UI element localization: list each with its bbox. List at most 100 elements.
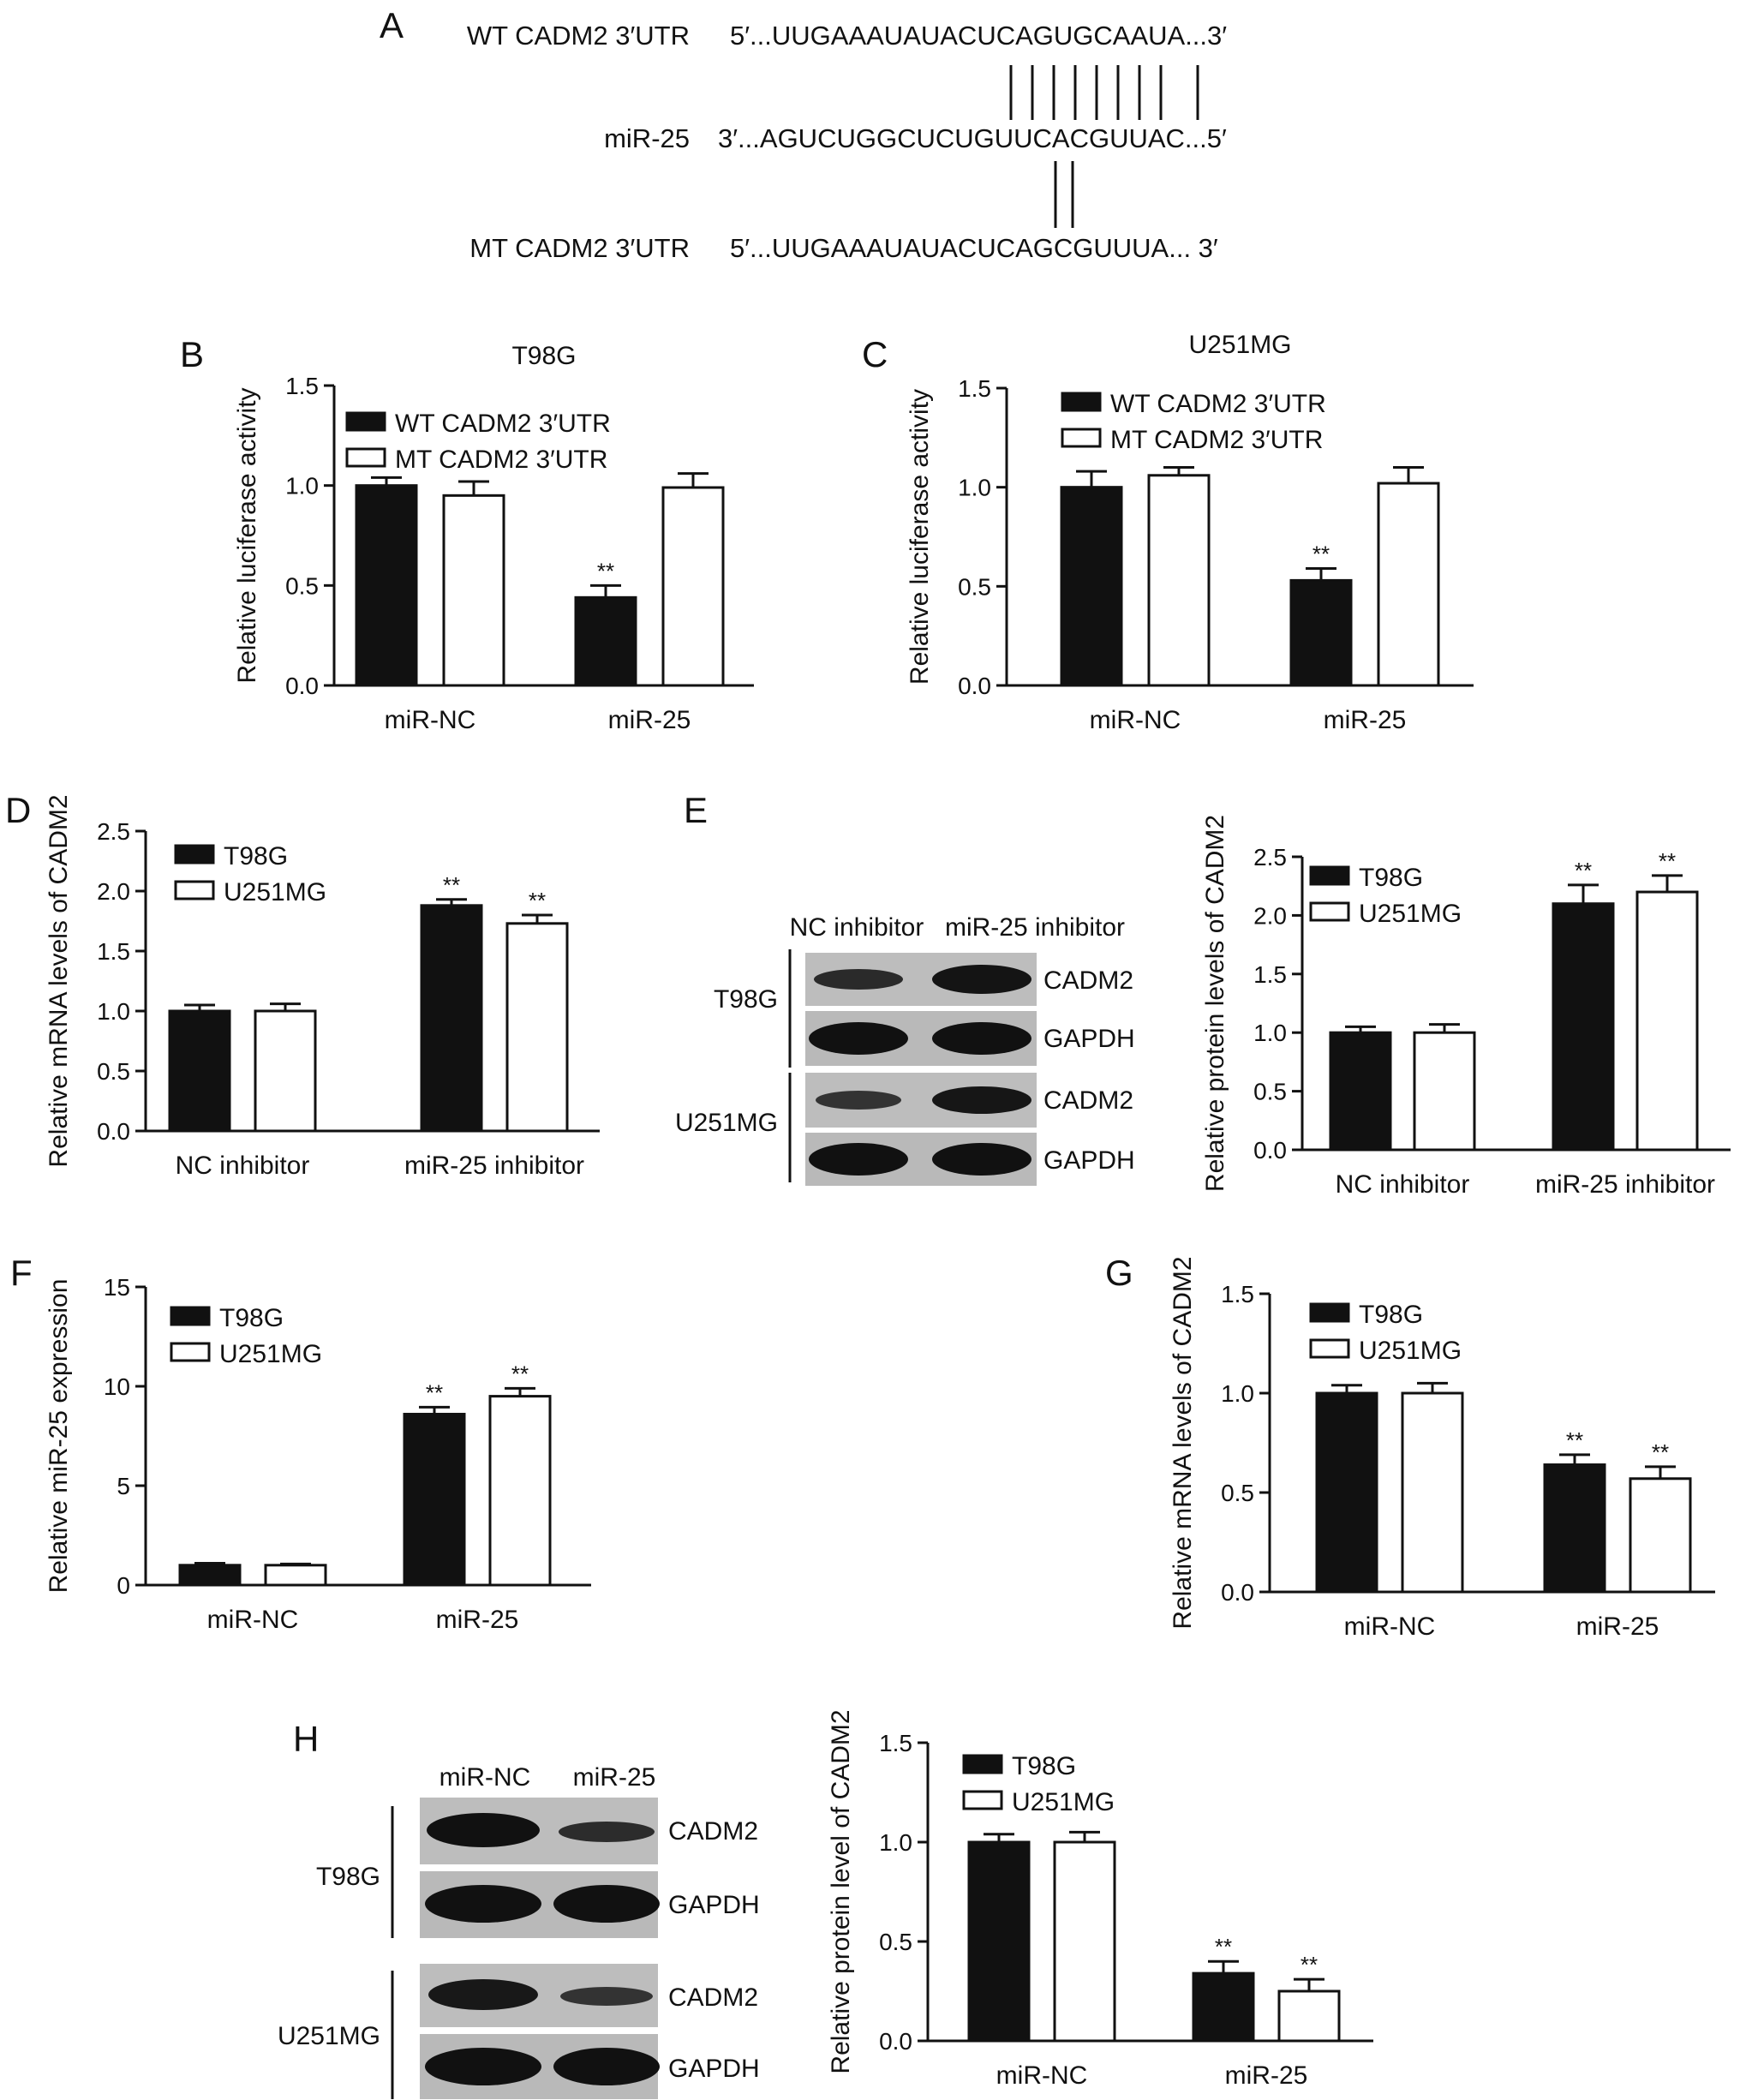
blot-h-band-t98g-cadm2-nc [427, 1813, 540, 1847]
blot-e-band-t98g-gapdh-nc [809, 1022, 908, 1055]
chart-e-bar [1635, 890, 1699, 1152]
blot-e-band-label-cadm2-2: CADM2 [1043, 1086, 1133, 1115]
chart-b-legend-label: WT CADM2 3′UTR [395, 410, 611, 438]
chart-c-legend-label: WT CADM2 3′UTR [1110, 390, 1326, 418]
chart-e-y-tick-label: 2.5 [1253, 844, 1287, 871]
mir25-sequence: 3′...AGUCUGGCUCUGUUCACGUUAC...5′ [718, 123, 1227, 153]
chart-h: 0.0 0.5 1.0 1.5 Relative protein level of CA… [827, 1709, 1373, 2090]
chart-h-legend-swatch [962, 1754, 1003, 1774]
chart-b-legend-label: MT CADM2 3′UTR [395, 446, 607, 474]
chart-e-y-tick-label: 0.0 [1253, 1137, 1287, 1164]
chart-d-y-tick-label: 2.5 [97, 818, 130, 845]
chart-f-bar [264, 1564, 327, 1587]
chart-c-bar [1289, 578, 1353, 687]
blot-h-group-t98g: T98G [316, 1863, 380, 1891]
blot-h-band-label-gapdh-1: GAPDH [668, 1891, 760, 1919]
chart-f-bar [403, 1412, 466, 1587]
blot-h-band-t98g-gapdh-mir25 [553, 1885, 660, 1923]
chart-b-y-tick-label: 1.5 [285, 373, 319, 399]
chart-f-legend-swatch [170, 1306, 211, 1326]
chart-c-y-tick-label: 1.5 [958, 375, 991, 402]
chart-c-y-tick-label: 0.0 [958, 673, 991, 699]
panel-letter-a: A [380, 5, 404, 45]
chart-f-y-tick-label: 5 [117, 1473, 130, 1499]
blot-h-col-label-mir25: miR-25 [573, 1763, 656, 1792]
chart-b-y-tick-label: 1.0 [285, 473, 319, 500]
chart-d-y-tick-label: 0.0 [97, 1118, 130, 1145]
chart-b-y-axis-label: Relative luciferase activity [233, 387, 261, 683]
chart-b-category-label: miR-25 [608, 706, 691, 734]
chart-c-legend-swatch [1061, 428, 1102, 448]
chart-b-legend-swatch [345, 411, 386, 432]
wt-utr-sequence: 5′...UUGAAAUAUACUCAGUGCAAUA...3′ [730, 21, 1227, 51]
blot-h-band-label-cadm2-2: CADM2 [668, 1983, 758, 2012]
panel-letter-h: H [293, 1719, 319, 1759]
blot-e-band-t98g-cadm2-mir25 [932, 965, 1031, 994]
blot-e-band-u251mg-cadm2-mir25 [932, 1086, 1031, 1114]
chart-h-category-label: miR-NC [996, 2061, 1088, 2090]
chart-h-significance-label: ** [1215, 1934, 1232, 1959]
chart-h-y-tick-label: 1.5 [879, 1730, 912, 1756]
chart-d-y-tick-label: 0.5 [97, 1058, 130, 1085]
chart-e-category-label: NC inhibitor [1336, 1170, 1470, 1199]
chart-f-category-label: miR-25 [436, 1606, 519, 1634]
wt-utr-label: WT CADM2 3′UTR [467, 21, 690, 51]
chart-g-category-label: miR-25 [1576, 1612, 1659, 1641]
blot-e-group-t98g: T98G [714, 985, 778, 1014]
chart-d-bar [168, 1009, 231, 1133]
chart-g-legend-swatch [1309, 1338, 1350, 1359]
chart-d-y-axis-label: Relative mRNA levels of CADM2 [45, 794, 73, 1167]
chart-b-bar [442, 494, 505, 687]
chart-d-significance-label: ** [443, 872, 460, 898]
chart-b-category-label: miR-NC [385, 706, 476, 734]
chart-g-y-tick-label: 0.0 [1221, 1579, 1254, 1606]
chart-e-significance-label: ** [1575, 858, 1592, 883]
chart-b-bar [355, 484, 418, 687]
chart-c-bar [1147, 474, 1211, 687]
blot-e-band-label-gapdh-1: GAPDH [1043, 1025, 1135, 1053]
chart-e-y-axis-label: Relative protein levels of CADM2 [1201, 815, 1229, 1192]
chart-g-bar [1543, 1463, 1606, 1594]
panel-a: A WT CADM2 3′UTR 5′...UUGAAAUAUACUCAGUGC… [380, 5, 1227, 263]
chart-f-y-tick-label: 15 [104, 1274, 130, 1301]
chart-f-y-tick-label: 0 [117, 1572, 130, 1599]
chart-c-category-label: miR-25 [1324, 706, 1407, 734]
chart-e-significance-label: ** [1659, 848, 1676, 874]
pairing-lines-wt [1009, 65, 1199, 120]
chart-g-y-axis-label: Relative mRNA levels of CADM2 [1169, 1256, 1197, 1629]
chart-d-significance-label: ** [529, 888, 546, 913]
chart-g-legend-swatch [1309, 1302, 1350, 1323]
chart-e-legend-swatch [1309, 901, 1350, 922]
chart-b-significance-label: ** [597, 558, 614, 583]
chart-f-legend-swatch [170, 1342, 211, 1362]
chart-e-legend-swatch [1309, 865, 1350, 886]
panel-letter-e: E [684, 790, 708, 830]
chart-c-significance-label: ** [1312, 541, 1330, 567]
chart-c-title: U251MG [1188, 331, 1291, 359]
chart-g-legend-label: U251MG [1359, 1337, 1462, 1365]
chart-e-y-tick-label: 2.0 [1253, 902, 1287, 929]
blot-h-band-u251mg-gapdh-mir25 [553, 2048, 660, 2085]
chart-h-y-tick-label: 0.5 [879, 1929, 912, 1955]
blot-e: NC inhibitor miR-25 inhibitor T98G U251M… [675, 913, 1135, 1186]
chart-c-y-tick-label: 1.0 [958, 475, 991, 501]
chart-f-bar [488, 1395, 552, 1587]
chart-d-y-tick-label: 2.0 [97, 878, 130, 905]
chart-b: 0.0 0.5 1.0 1.5 Relative luciferase activity… [233, 342, 754, 734]
blot-h-col-label-nc: miR-NC [439, 1763, 531, 1792]
blot-h-group-u251mg: U251MG [278, 2022, 380, 2050]
chart-c-legend-swatch [1061, 392, 1102, 412]
chart-c-bar [1060, 486, 1123, 687]
chart-f-bar [178, 1564, 242, 1587]
panel-letter-d: D [5, 790, 31, 830]
chart-e-legend-label: T98G [1359, 864, 1423, 892]
chart-e-bar [1413, 1031, 1476, 1152]
blot-e-band-label-gapdh-2: GAPDH [1043, 1146, 1135, 1175]
chart-g-significance-label: ** [1652, 1439, 1669, 1465]
blot-e-band-u251mg-cadm2-nc [816, 1091, 901, 1110]
chart-f-y-axis-label: Relative miR-25 expression [45, 1279, 73, 1594]
panel-letter-g: G [1105, 1253, 1133, 1293]
chart-h-y-tick-label: 1.0 [879, 1829, 912, 1856]
blot-e-band-t98g-cadm2-nc [814, 969, 903, 990]
